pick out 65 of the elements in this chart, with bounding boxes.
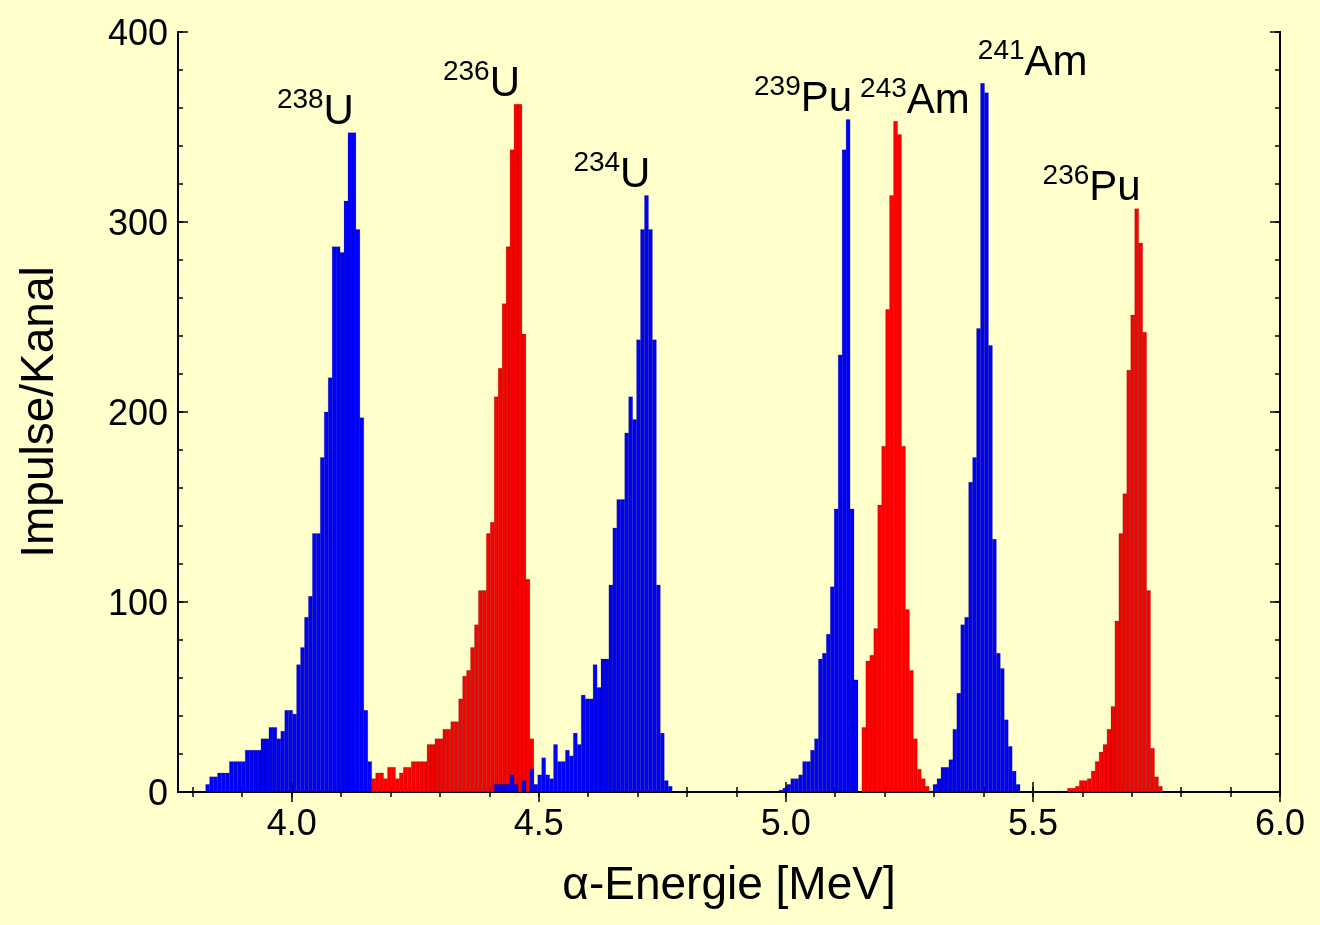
bar (403, 767, 408, 793)
bar (1083, 780, 1088, 793)
bar (1071, 787, 1076, 793)
bar (268, 727, 274, 793)
bar (600, 658, 606, 793)
bar (478, 590, 483, 793)
y-axis-title: Impulse/Kanal (11, 266, 63, 558)
bar (260, 738, 266, 793)
bar (335, 246, 341, 793)
y-tick-label: 400 (107, 11, 168, 53)
bar (229, 761, 234, 793)
bar (209, 776, 214, 793)
bar (387, 767, 392, 793)
bar (347, 132, 353, 793)
bar (580, 694, 586, 793)
bar (434, 738, 440, 793)
bar (790, 778, 795, 793)
bar (442, 729, 448, 793)
bar (213, 776, 218, 793)
bar (391, 767, 396, 793)
bar (233, 761, 238, 793)
bar (541, 757, 546, 793)
bar (845, 119, 851, 793)
y-tick-label: 300 (107, 201, 168, 243)
bar (517, 103, 523, 793)
bar (312, 533, 317, 793)
bar (1134, 208, 1139, 793)
bar (221, 772, 226, 793)
x-tick-label: 4.0 (266, 801, 317, 843)
x-tick-label: 6.0 (1254, 801, 1306, 843)
bar (351, 132, 357, 793)
bar (553, 744, 558, 793)
bar (375, 772, 380, 793)
bar (893, 121, 898, 793)
y-tick-label: 100 (107, 581, 168, 623)
bar (1067, 787, 1072, 793)
bar (284, 710, 289, 793)
x-tick-label: 5.0 (760, 801, 811, 843)
bar (573, 732, 578, 793)
bar (940, 767, 946, 793)
y-tick-label: 0 (147, 771, 168, 813)
bar (414, 761, 420, 793)
bar (592, 664, 598, 793)
bar (802, 761, 807, 793)
bar (411, 761, 416, 793)
bar (565, 749, 570, 793)
bar (616, 499, 622, 793)
bar (426, 744, 432, 793)
y-tick-label: 200 (107, 391, 168, 433)
bar (237, 761, 242, 793)
bar (450, 721, 455, 793)
x-axis-title: α-Energie [MeV] (562, 857, 896, 909)
bar (272, 727, 278, 793)
bar (980, 83, 985, 793)
bar (628, 396, 633, 793)
bar (644, 195, 649, 793)
bar (288, 710, 293, 793)
bar (1079, 780, 1084, 793)
bar (252, 749, 258, 793)
x-tick-label: 4.5 (513, 801, 564, 843)
bar (379, 772, 384, 793)
bar (244, 749, 250, 793)
bar (217, 772, 222, 793)
x-tick-label: 5.5 (1007, 801, 1058, 843)
bar (794, 778, 799, 793)
